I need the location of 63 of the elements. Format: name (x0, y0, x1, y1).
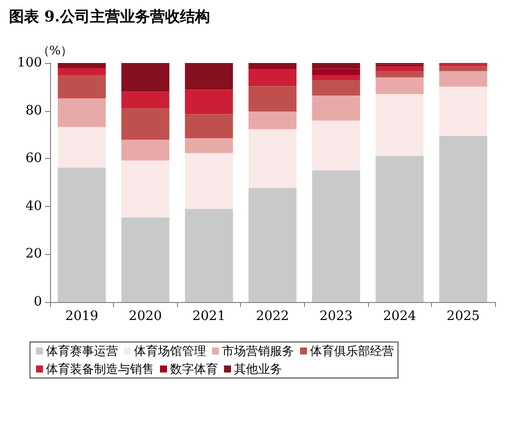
bar (58, 127, 106, 168)
bar (58, 98, 106, 128)
bar (439, 66, 488, 72)
x-tick-label: 2020 (128, 309, 162, 324)
bar (58, 74, 106, 98)
y-tick-label: 60 (25, 151, 42, 166)
legend-label: 市场营销服务 (222, 344, 294, 358)
bar (312, 170, 360, 302)
bar (121, 140, 170, 161)
y-axis-title: （%） (37, 44, 73, 58)
bar (58, 168, 106, 302)
bar (376, 77, 424, 94)
legend-label: 体育俱乐部经营 (310, 344, 394, 358)
x-tick-label: 2021 (192, 309, 226, 324)
legend-label: 体育赛事运营 (46, 344, 118, 358)
bar (312, 68, 360, 76)
bar (439, 86, 488, 136)
bar (312, 96, 360, 121)
bar (376, 156, 424, 302)
x-tick-label: 2022 (256, 309, 290, 324)
bar (58, 68, 106, 75)
bar (439, 136, 488, 302)
y-tick-label: 100 (17, 56, 42, 70)
bar (184, 114, 233, 138)
bar (184, 63, 233, 90)
bar (312, 80, 360, 96)
x-tick-label: 2024 (383, 309, 416, 324)
x-tick-label: 2023 (320, 309, 353, 324)
bar (58, 63, 106, 68)
bar (184, 153, 233, 210)
bar (121, 217, 170, 302)
legend-label: 体育场馆管理 (134, 344, 206, 358)
bar (184, 209, 233, 302)
bar (248, 68, 296, 86)
bar (312, 120, 360, 171)
legend-label: 体育装备制造与销售 (46, 362, 154, 376)
x-tick-label: 2019 (65, 309, 98, 324)
bar (439, 64, 488, 66)
bar (121, 160, 170, 218)
bar (439, 71, 488, 87)
bar (121, 92, 170, 108)
legend-label: 数字体育 (170, 362, 218, 376)
y-tick-label: 40 (25, 198, 42, 214)
bar (248, 86, 296, 112)
bar (121, 108, 170, 140)
chart-title: 图表 9.公司主营业务营收结构 (9, 8, 210, 26)
legend-label: 其他业务 (234, 362, 282, 376)
bar (248, 63, 296, 68)
x-tick-label: 2025 (446, 309, 480, 324)
bar (312, 63, 360, 69)
bar (248, 188, 296, 302)
bar (248, 112, 296, 130)
bar (184, 90, 233, 114)
bar (248, 129, 296, 188)
bar (376, 94, 424, 156)
bar (121, 63, 170, 92)
bar (184, 138, 233, 154)
y-tick-label: 80 (25, 103, 42, 118)
y-tick-label: 0 (34, 294, 42, 310)
bar (376, 66, 424, 72)
bar (376, 71, 424, 78)
bar (312, 75, 360, 80)
y-tick-label: 20 (25, 246, 42, 262)
